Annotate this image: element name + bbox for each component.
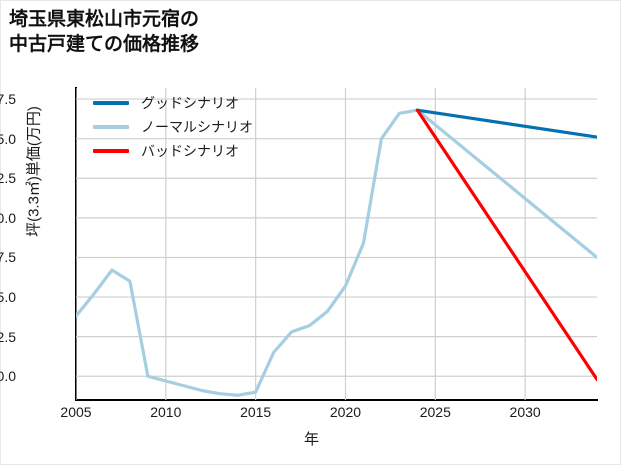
- x-tick-label: 2010: [150, 404, 182, 420]
- legend-item[interactable]: グッドシナリオ: [93, 91, 253, 115]
- y-tick-label: 75.0: [0, 289, 16, 306]
- x-tick-label: 2025: [419, 404, 451, 420]
- legend-swatch-icon: [93, 149, 129, 153]
- page-title: 埼玉県東松山市元宿の 中古戸建ての価格推移: [9, 9, 200, 56]
- legend-item[interactable]: ノーマルシナリオ: [93, 115, 253, 139]
- y-tick-label: 85.0: [0, 130, 16, 147]
- y-tick-label: 80.0: [0, 209, 16, 226]
- plot-area: [76, 88, 597, 400]
- legend-swatch-icon: [93, 101, 129, 105]
- y-tick-label: 72.5: [0, 328, 16, 345]
- x-tick-label: 2030: [509, 404, 541, 420]
- y-axis-label: 坪(3.3㎡)単価(万円): [25, 106, 43, 237]
- x-axis-label: 年: [303, 431, 319, 448]
- legend-item[interactable]: バッドシナリオ: [93, 139, 253, 163]
- legend-item-label: グッドシナリオ: [141, 95, 239, 111]
- y-tick-label: 70.0: [0, 368, 16, 385]
- series-line: [415, 108, 597, 139]
- y-tick-label: 87.5: [0, 91, 16, 108]
- chart-svg: [76, 88, 597, 400]
- x-tick-label: 2005: [60, 404, 92, 420]
- x-tick-label: 2020: [329, 404, 362, 420]
- legend-swatch-icon: [93, 125, 129, 129]
- series-line: [76, 108, 597, 397]
- legend-item-label: ノーマルシナリオ: [141, 119, 253, 135]
- data-series-layer: [76, 108, 597, 397]
- x-tick-label: 2015: [240, 404, 272, 420]
- legend-item-label: バッドシナリオ: [141, 143, 239, 159]
- y-tick-label: 82.5: [0, 170, 16, 187]
- x-axis-line: [75, 399, 598, 401]
- chart-legend: グッドシナリオ ノーマルシナリオ バッドシナリオ: [93, 91, 253, 163]
- series-line: [415, 108, 597, 382]
- y-tick-label: 77.5: [0, 249, 16, 266]
